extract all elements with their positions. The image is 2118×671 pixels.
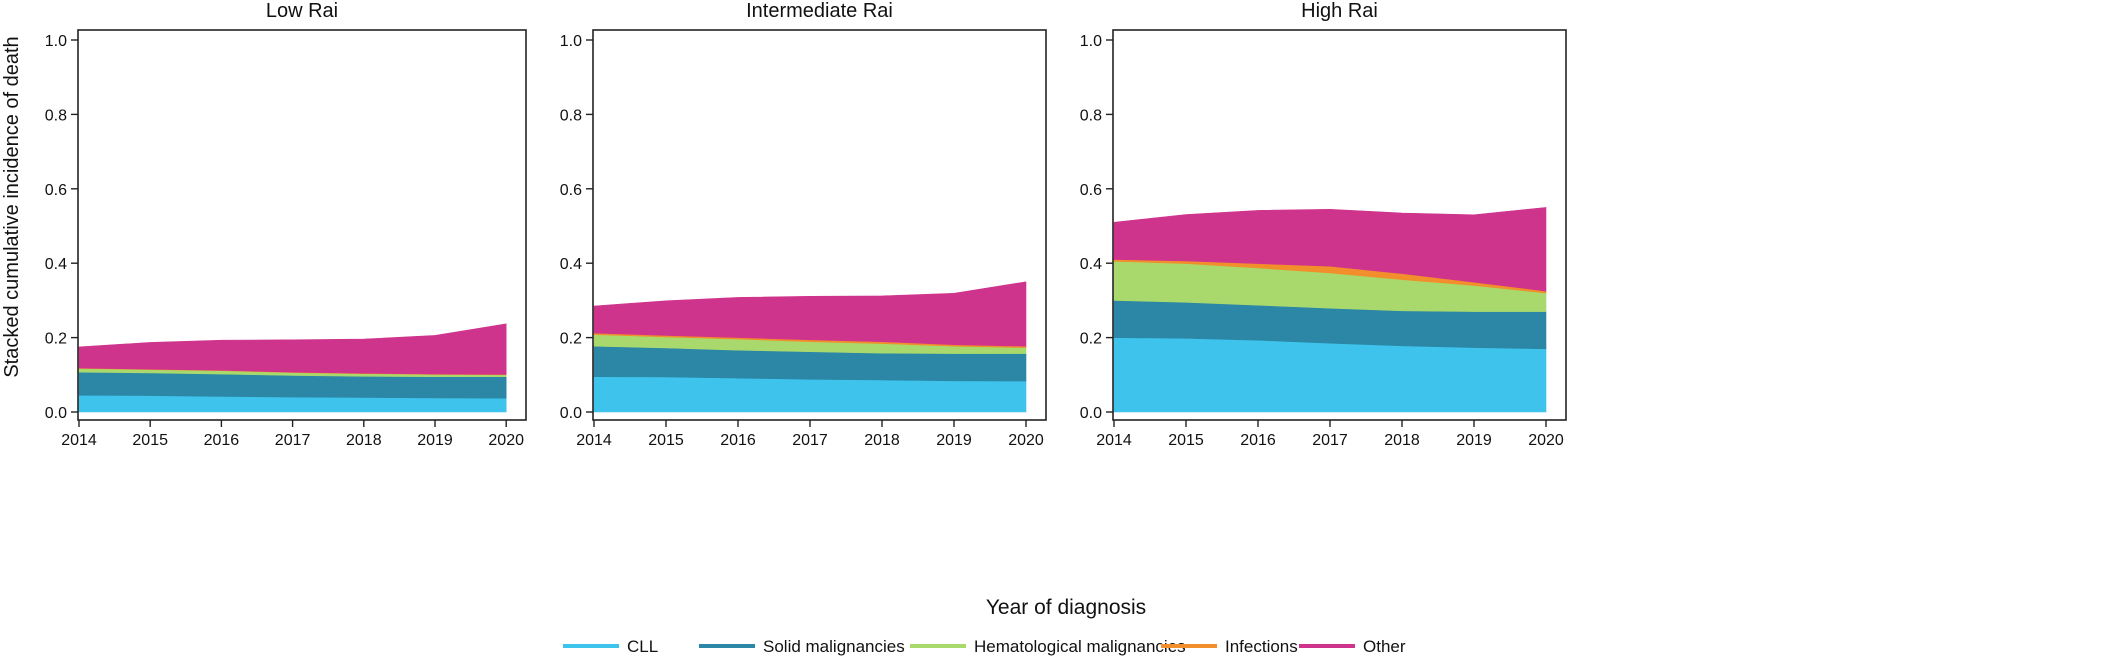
- x-tick-label: 2016: [1240, 432, 1276, 449]
- y-tick-label: 0.4: [1080, 256, 1102, 273]
- x-tick-label: 2015: [648, 432, 684, 449]
- panel-title: High Rai: [1301, 0, 1378, 22]
- x-tick-label: 2014: [1096, 432, 1132, 449]
- x-tick-label: 2017: [1312, 432, 1348, 449]
- y-tick-label: 0.2: [45, 331, 67, 348]
- x-tick-label: 2020: [1528, 432, 1564, 449]
- x-tick-label: 2019: [417, 432, 453, 449]
- y-tick-label: 1.0: [560, 33, 582, 50]
- y-tick-label: 0.8: [45, 107, 67, 124]
- x-tick-label: 2015: [1168, 432, 1204, 449]
- y-tick-label: 1.0: [45, 33, 67, 50]
- x-tick-label: 2020: [488, 432, 524, 449]
- area-cll: [1113, 337, 1547, 413]
- area-other: [1113, 207, 1547, 292]
- area-other: [593, 281, 1027, 347]
- legend: CLL Solid malignancies Hematological malig…: [563, 637, 1406, 656]
- legend-item-other: Other: [1299, 637, 1406, 656]
- legend-label: Infections: [1225, 637, 1298, 656]
- y-tick-label: 0.8: [560, 107, 582, 124]
- legend-item-cll: CLL: [563, 637, 658, 656]
- x-axis-title: Year of diagnosis: [986, 596, 1146, 619]
- legend-item-solid-malignancies: Solid malignancies: [699, 637, 905, 656]
- y-tick-label: 0.2: [560, 331, 582, 348]
- x-tick-label: 2020: [1008, 432, 1044, 449]
- x-tick-label: 2014: [576, 432, 612, 449]
- x-tick-label: 2018: [864, 432, 900, 449]
- area-cll: [593, 376, 1027, 413]
- legend-item-hematological-malignancies: Hematological malignancies: [910, 637, 1186, 656]
- x-tick-label: 2018: [346, 432, 382, 449]
- panel-high-rai: High Rai 0.0 0.2 0.4 0.6 0.8 1.0 2014 2015 2016 20…: [1080, 0, 1567, 449]
- x-tick-label: 2014: [61, 432, 97, 449]
- legend-item-infections: Infections: [1161, 637, 1298, 656]
- legend-label: CLL: [627, 637, 658, 656]
- y-tick-label: 0.6: [560, 182, 582, 199]
- legend-label: Hematological malignancies: [974, 637, 1186, 656]
- y-tick-label: 0.8: [1080, 107, 1102, 124]
- legend-label: Other: [1363, 637, 1406, 656]
- x-tick-label: 2016: [204, 432, 240, 449]
- area-other: [78, 323, 507, 375]
- panel-title: Intermediate Rai: [746, 0, 893, 22]
- x-tick-label: 2015: [132, 432, 168, 449]
- x-tick-label: 2017: [275, 432, 311, 449]
- chart-panels: Low Rai 0.0 0.2 0.4 0.6 0.8 1.0 2014 2015 2016 201…: [45, 0, 1567, 449]
- plot-frame: [77, 29, 527, 421]
- panel-intermediate-rai: Intermediate Rai 0.0 0.2 0.4 0.6 0.8 1.0 2014 20…: [560, 0, 1047, 449]
- y-tick-label: 0.0: [560, 405, 582, 422]
- y-tick-label: 0.4: [45, 256, 67, 273]
- y-tick-label: 0.6: [1080, 182, 1102, 199]
- x-tick-label: 2017: [792, 432, 828, 449]
- y-tick-label: 1.0: [1080, 33, 1102, 50]
- plot-frame: [592, 29, 1047, 421]
- x-tick-label: 2016: [720, 432, 756, 449]
- y-axis-title: Stacked cumulative incidence of death: [1, 36, 23, 377]
- panel-low-rai: Low Rai 0.0 0.2 0.4 0.6 0.8 1.0 2014 2015 2016 201…: [45, 0, 527, 449]
- x-tick-label: 2019: [936, 432, 972, 449]
- x-tick-label: 2018: [1384, 432, 1420, 449]
- legend-label: Solid malignancies: [763, 637, 905, 656]
- x-tick-label: 2019: [1456, 432, 1492, 449]
- y-tick-label: 0.4: [560, 256, 582, 273]
- y-tick-label: 0.2: [1080, 331, 1102, 348]
- y-tick-label: 0.6: [45, 182, 67, 199]
- y-tick-label: 0.0: [1080, 405, 1102, 422]
- plot-frame: [1112, 29, 1567, 421]
- y-tick-label: 0.0: [45, 405, 67, 422]
- panel-title: Low Rai: [266, 0, 338, 22]
